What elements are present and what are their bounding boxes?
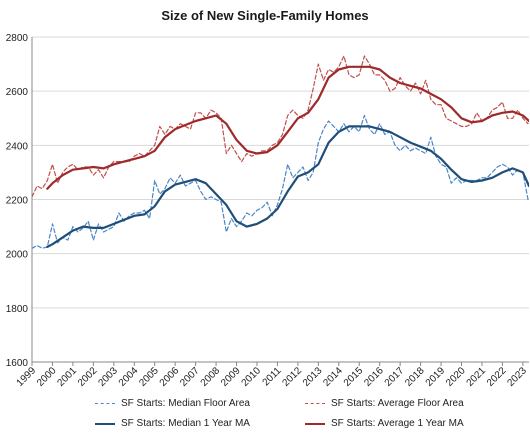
legend-item-average-1-year-ma: SF Starts: Average 1 Year MA <box>305 418 464 429</box>
y-tick-label: 2200 <box>6 196 29 207</box>
x-tick-label: 2021 <box>465 365 489 389</box>
x-tick-label: 2007 <box>178 365 202 389</box>
legend-item-average-floor-area: SF Starts: Average Floor Area <box>305 398 464 409</box>
tick-labels: 1600180020002200240026002800199920002001… <box>6 33 530 389</box>
x-tick-label: 2000 <box>35 365 59 389</box>
x-tick-label: 2017 <box>383 365 407 389</box>
grid-lines <box>32 36 529 363</box>
x-tick-label: 2009 <box>219 365 243 389</box>
x-tick-label: 2008 <box>199 365 223 389</box>
legend-item-median-1-year-ma: SF Starts: Median 1 Year MA <box>95 418 250 429</box>
legend-label-median-1-year-ma: SF Starts: Median 1 Year MA <box>121 418 250 429</box>
y-tick-label: 2000 <box>6 250 29 261</box>
x-tick-label: 2010 <box>240 365 264 389</box>
legend-swatch-average-floor-area <box>305 403 325 404</box>
legend-swatch-median-floor-area <box>95 403 115 404</box>
y-tick-label: 2800 <box>6 33 29 44</box>
x-tick-label: 2019 <box>424 365 448 389</box>
x-tick-label: 2006 <box>158 365 182 389</box>
legend-item-median-floor-area: SF Starts: Median Floor Area <box>95 398 250 409</box>
x-tick-label: 2011 <box>261 365 284 388</box>
series-lines <box>32 55 529 249</box>
x-tick-label: 2016 <box>362 365 386 389</box>
legend-label-average-floor-area: SF Starts: Average Floor Area <box>331 398 464 409</box>
series-line-sf-starts-median-floor-area <box>32 114 529 249</box>
series-line-sf-starts-average-floor-area <box>32 55 529 198</box>
x-tick-label: 2004 <box>117 365 141 389</box>
x-tick-label: 2002 <box>76 365 100 389</box>
x-tick-label: 2020 <box>444 365 468 389</box>
series-line-sf-starts-median-1-year-ma <box>46 125 529 248</box>
x-tick-label: 2012 <box>280 365 304 389</box>
legend-label-average-1-year-ma: SF Starts: Average 1 Year MA <box>331 418 464 429</box>
y-tick-label: 1800 <box>6 304 29 315</box>
y-tick-label: 1600 <box>6 358 29 369</box>
chart-title: Size of New Single-Family Homes <box>161 8 369 23</box>
y-tick-label: 2600 <box>6 87 29 98</box>
y-tick-label: 2400 <box>6 141 29 152</box>
axes <box>31 37 529 366</box>
legend-label-median-floor-area: SF Starts: Median Floor Area <box>121 398 250 409</box>
x-tick-label: 2022 <box>485 365 509 389</box>
x-tick-label: 2005 <box>137 365 161 389</box>
x-tick-label: 2003 <box>96 365 120 389</box>
x-tick-label: 2001 <box>56 365 80 389</box>
x-tick-label: 2015 <box>342 365 366 389</box>
series-line-sf-starts-average-1-year-ma <box>46 65 529 190</box>
x-tick-label: 2014 <box>321 365 345 389</box>
legend-swatch-median-1-year-ma <box>95 422 115 425</box>
x-tick-label: 2013 <box>301 365 325 389</box>
x-tick-label: 2018 <box>403 365 427 389</box>
x-tick-label: 2023 <box>505 365 529 389</box>
legend-swatch-average-1-year-ma <box>305 422 325 425</box>
